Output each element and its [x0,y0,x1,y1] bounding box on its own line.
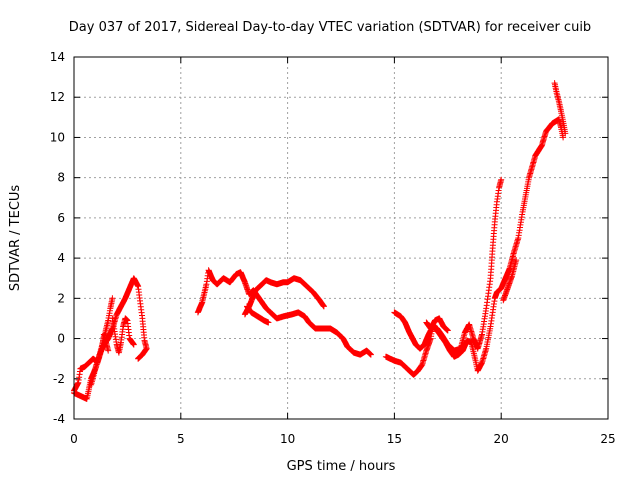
x-tick-label: 5 [177,432,185,446]
x-axis-ticks: 0 5 10 15 20 25 [70,57,616,446]
series-track-7 [244,303,272,326]
series-markers [391,176,505,354]
series-track-4 [109,315,137,356]
x-tick-label: 15 [387,432,402,446]
x-axis-label: GPS time / hours [287,459,396,474]
plot-border [73,56,609,420]
y-tick-label: 10 [50,130,65,144]
series-markers [109,315,137,356]
y-tick-label: 6 [57,211,65,225]
series-markers [241,275,327,318]
data-points [71,80,569,402]
series-track-11 [551,80,569,137]
y-tick-label: 12 [50,90,65,104]
chart-title: Day 037 of 2017, Sidereal Day-to-day VTE… [69,20,591,35]
y-tick-label: 2 [57,291,65,305]
y-tick-label: -2 [53,372,65,386]
series-track-12 [423,315,451,334]
y-axis-label: SDTVAR / TECUs [8,185,23,292]
y-tick-label: -4 [53,412,65,426]
grid [74,57,608,419]
series-track-9 [391,176,505,354]
series-track-10 [500,257,520,304]
x-tick-label: 10 [280,432,295,446]
y-tick-label: 0 [57,332,65,346]
series-track-6 [241,275,327,318]
series-markers [244,303,272,326]
x-tick-label: 25 [600,432,615,446]
y-tick-label: 4 [57,251,65,265]
series-markers [551,80,569,137]
x-tick-label: 0 [70,432,78,446]
series-markers [500,257,520,304]
y-tick-label: 8 [57,171,65,185]
y-tick-label: 14 [50,50,65,64]
x-tick-label: 20 [494,432,509,446]
series-markers [423,315,451,334]
y-axis-ticks: -4 -2 0 2 4 6 8 10 12 14 [50,50,608,426]
